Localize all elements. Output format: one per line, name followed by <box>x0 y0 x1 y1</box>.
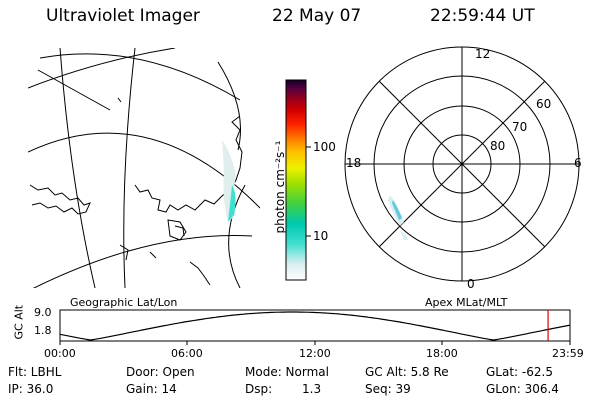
colorbar-tick-100: 100 <box>313 140 336 154</box>
coastline <box>174 225 185 237</box>
polar-aurora <box>400 230 408 240</box>
dsp-value: 1.3 <box>302 382 322 396</box>
coastline <box>29 184 91 215</box>
lon-line <box>59 48 96 288</box>
orbit-frame <box>59 309 571 342</box>
flt-status: Flt: LBHL <box>8 365 62 379</box>
orbit-xtick-3: 18:00 <box>426 347 458 360</box>
orbit-xtick-0: 00:00 <box>44 347 76 360</box>
lon-line <box>217 61 241 151</box>
ip-status: IP: 36.0 <box>8 382 54 396</box>
glon-status: GLon: 306.4 <box>486 382 559 396</box>
coastline <box>149 251 157 259</box>
orbit-xtick-4: 23:59 <box>552 347 584 360</box>
orbit-ytick-top: 9.0 <box>34 306 52 319</box>
geo-map-label: Geographic Lat/Lon <box>70 296 178 309</box>
seq-status: Seq: 39 <box>365 382 411 396</box>
polar-plot-label: Apex MLat/MLT <box>425 296 508 309</box>
lat-line <box>32 235 253 288</box>
orbit-xtick-1: 06:00 <box>171 347 203 360</box>
mlt-label-18: 18 <box>346 156 362 170</box>
door-status: Door: Open <box>126 365 195 379</box>
geo-map <box>28 48 260 288</box>
polar-aurora-bright <box>392 200 402 220</box>
date-label: 22 May 07 <box>272 6 362 26</box>
glat-status: GLat: -62.5 <box>486 365 553 379</box>
orbit-ytick-bottom: 1.8 <box>34 324 52 337</box>
coastline <box>189 261 211 286</box>
coastline <box>134 115 243 213</box>
mlt-label-6: 6 <box>574 156 582 170</box>
polar-diag <box>378 80 546 248</box>
polar-plot <box>344 46 580 282</box>
gain-status: Gain: 14 <box>126 382 177 396</box>
orbit-curve <box>59 311 571 341</box>
gc-alt-status: GC Alt: 5.8 Re <box>365 365 449 379</box>
mlat-label-60: 60 <box>536 97 552 111</box>
aurora-bright <box>228 185 236 222</box>
instrument-title: Ultraviolet Imager <box>46 6 200 26</box>
coastline <box>167 219 187 241</box>
lat-line <box>28 48 176 89</box>
lon-line <box>123 48 136 288</box>
orbit-ylabel: GC Alt <box>12 304 26 340</box>
mode-status: Mode: Normal <box>245 365 329 379</box>
time-label: 22:59:44 UT <box>430 6 535 26</box>
mlat-label-80: 80 <box>490 139 506 153</box>
coastline <box>119 244 129 261</box>
lon-line <box>37 69 111 111</box>
colorbar <box>285 79 307 281</box>
dsp-label: Dsp: <box>245 382 273 396</box>
mlat-label-70: 70 <box>512 120 528 134</box>
horizon-arc <box>39 53 241 101</box>
mlt-label-0: 0 <box>467 277 475 291</box>
colorbar-unit-label: photon cm⁻²s⁻¹ <box>273 140 287 234</box>
mlt-label-12: 12 <box>475 47 491 61</box>
coastline <box>117 97 122 103</box>
orbit-xtick-2: 12:00 <box>299 347 331 360</box>
colorbar-tick-10: 10 <box>313 229 329 243</box>
lon-line <box>228 184 246 288</box>
orbit-plot <box>59 309 571 345</box>
